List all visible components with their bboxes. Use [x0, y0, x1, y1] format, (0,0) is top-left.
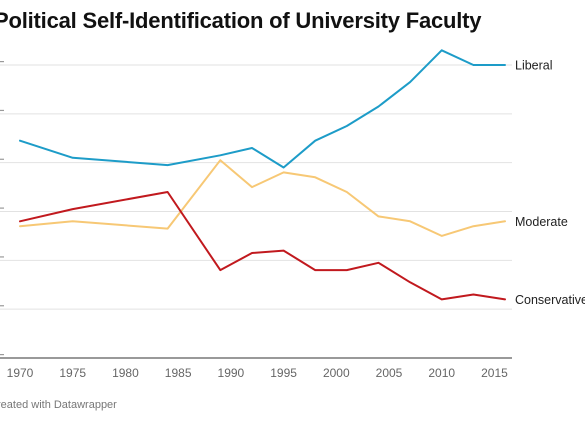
x-tick-label-1975: 1975 [59, 366, 86, 380]
series-line-liberal [19, 49, 506, 169]
y-tick-mark-60 [0, 61, 4, 63]
x-tick-label-1990: 1990 [218, 366, 245, 380]
gridlines [0, 61, 512, 359]
series-line-moderate [19, 159, 506, 237]
series-line-conservative [19, 191, 506, 301]
y-tick-mark-30 [0, 207, 4, 209]
series-lines [19, 49, 506, 301]
x-tick-label-2010: 2010 [428, 366, 455, 380]
chart-title: Political Self-Identification of Univers… [0, 8, 482, 33]
series-label-moderate: Moderate [515, 215, 568, 229]
y-tick-mark-50 [0, 109, 4, 112]
x-tick-label-1980: 1980 [112, 366, 139, 380]
series-labels: Liberal Moderate Conservative [515, 59, 585, 307]
x-tick-label-2015: 2015 [481, 366, 508, 380]
x-tick-label-1970: 1970 [7, 366, 34, 380]
x-tick-label-2000: 2000 [323, 366, 350, 380]
series-label-liberal: Liberal [515, 59, 553, 73]
x-tick-label-1985: 1985 [165, 366, 192, 380]
y-tick-mark-10 [0, 305, 4, 307]
series-label-conservative: Conservative [515, 293, 585, 307]
y-tick-mark-40 [0, 158, 4, 160]
datawrapper-credit: reated with Datawrapper [0, 399, 117, 411]
x-tick-label-2005: 2005 [376, 366, 403, 380]
x-axis-ticks: 1970 1975 1980 1985 1990 1995 2000 2005 2010 2015 [7, 366, 508, 380]
x-tick-label-1995: 1995 [270, 366, 297, 380]
y-tick-mark-20 [0, 256, 4, 258]
y-tick-mark-0 [0, 354, 4, 356]
